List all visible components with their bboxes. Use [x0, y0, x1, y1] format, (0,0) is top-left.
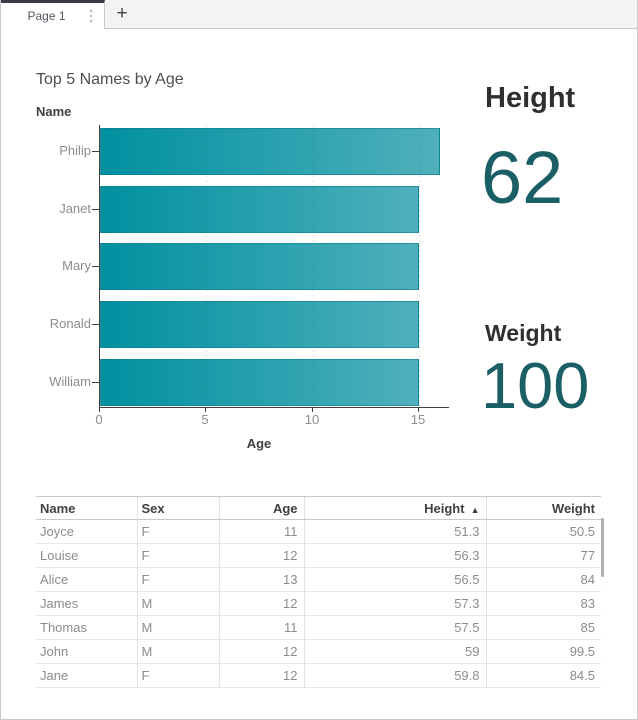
bar-philip[interactable]: [100, 128, 440, 175]
cell-height: 59.8: [303, 663, 486, 688]
kpi-height-label: Height: [485, 82, 576, 114]
cell-weight: 84.5: [485, 663, 601, 688]
table-row[interactable]: John M 12 59 99.5: [36, 639, 601, 664]
bar-ronald[interactable]: [100, 301, 419, 348]
cell-age: 13: [218, 567, 304, 592]
category-label-mary: Mary: [62, 258, 91, 273]
x-tick-label-15: 15: [410, 412, 426, 427]
cell-name: Louise: [36, 543, 137, 568]
cell-sex: M: [136, 591, 219, 616]
tab-page-1-label: Page 1: [27, 9, 66, 23]
x-tick-label-5: 5: [201, 412, 209, 427]
cell-name: John: [36, 639, 137, 664]
x-axis-tick: [312, 407, 313, 412]
y-axis-tick: [92, 266, 99, 267]
cell-weight: 83: [485, 591, 601, 616]
kpi-weight-value: 100: [481, 349, 590, 422]
cell-sex: F: [136, 567, 219, 592]
cell-sex: F: [136, 663, 219, 688]
kpi-weight-label: Weight: [485, 320, 562, 346]
vertical-dots-icon[interactable]: [82, 7, 100, 25]
cell-weight: 77: [485, 543, 601, 568]
page-tab-bar: Page 1 +: [1, 0, 637, 29]
cell-age: 12: [218, 663, 304, 688]
cell-height: 57.3: [303, 591, 486, 616]
cell-weight: 85: [485, 615, 601, 640]
table-row[interactable]: Louise F 12 56.3 77: [36, 543, 601, 568]
bar-william[interactable]: [100, 359, 419, 406]
tab-page-1[interactable]: Page 1: [1, 0, 105, 29]
y-axis-tick: [92, 151, 99, 152]
add-page-button[interactable]: +: [105, 0, 139, 28]
y-axis-tick: [92, 324, 99, 325]
x-axis-tick: [205, 407, 206, 412]
cell-sex: M: [136, 615, 219, 640]
category-label-janet: Janet: [59, 201, 91, 216]
sort-ascending-icon: ▲: [470, 504, 480, 515]
cell-sex: M: [136, 639, 219, 664]
table-row[interactable]: Alice F 13 56.5 84: [36, 567, 601, 592]
cell-sex: F: [136, 519, 219, 544]
cell-name: Alice: [36, 567, 137, 592]
cell-height: 56.5: [303, 567, 486, 592]
table-row[interactable]: Joyce F 11 51.3 50.5: [36, 519, 601, 544]
cell-height: 57.5: [303, 615, 486, 640]
table-row[interactable]: Jane F 12 59.8 84.5: [36, 663, 601, 688]
cell-name: Thomas: [36, 615, 137, 640]
cell-sex: F: [136, 543, 219, 568]
bar-plot: [99, 125, 449, 408]
y-axis-tick: [92, 382, 99, 383]
cell-weight: 50.5: [485, 519, 601, 544]
cell-name: Jane: [36, 663, 137, 688]
table-header-row: Name Sex Age Height ▲ Weight: [36, 496, 601, 520]
column-header-sex[interactable]: Sex: [136, 496, 219, 520]
column-header-weight[interactable]: Weight: [485, 496, 601, 520]
table-row[interactable]: Thomas M 11 57.5 85: [36, 615, 601, 640]
cell-name: James: [36, 591, 137, 616]
chart-title: Top 5 Names by Age: [36, 71, 184, 88]
cell-height: 56.3: [303, 543, 486, 568]
table-scrollbar-thumb[interactable]: [601, 518, 604, 577]
cell-height: 51.3: [303, 519, 486, 544]
data-table: Name Sex Age Height ▲ Weight Joyce F 11 51.3 50.5…: [36, 496, 601, 688]
x-axis-title: Age: [246, 436, 272, 451]
bar-mary[interactable]: [100, 243, 419, 290]
category-label-philip: Philip: [59, 143, 91, 158]
x-tick-label-10: 10: [304, 412, 320, 427]
x-axis-tick: [99, 407, 100, 412]
cell-age: 12: [218, 591, 304, 616]
table-row[interactable]: James M 12 57.3 83: [36, 591, 601, 616]
cell-weight: 99.5: [485, 639, 601, 664]
cell-age: 11: [218, 519, 304, 544]
column-header-name[interactable]: Name: [36, 496, 137, 520]
column-header-height[interactable]: Height ▲: [303, 496, 486, 520]
y-axis-tick: [92, 209, 99, 210]
cell-name: Joyce: [36, 519, 137, 544]
bar-janet[interactable]: [100, 186, 419, 233]
cell-age: 12: [218, 639, 304, 664]
kpi-height-value: 62: [481, 136, 564, 219]
column-header-age[interactable]: Age: [218, 496, 304, 520]
x-axis-tick: [418, 407, 419, 412]
cell-weight: 84: [485, 567, 601, 592]
cell-height: 59: [303, 639, 486, 664]
x-tick-label-0: 0: [95, 412, 103, 427]
plus-icon: +: [116, 3, 128, 24]
category-label-ronald: Ronald: [49, 316, 91, 331]
cell-age: 12: [218, 543, 304, 568]
y-axis-title: Name: [36, 104, 72, 119]
category-label-william: William: [49, 374, 91, 389]
cell-age: 11: [218, 615, 304, 640]
